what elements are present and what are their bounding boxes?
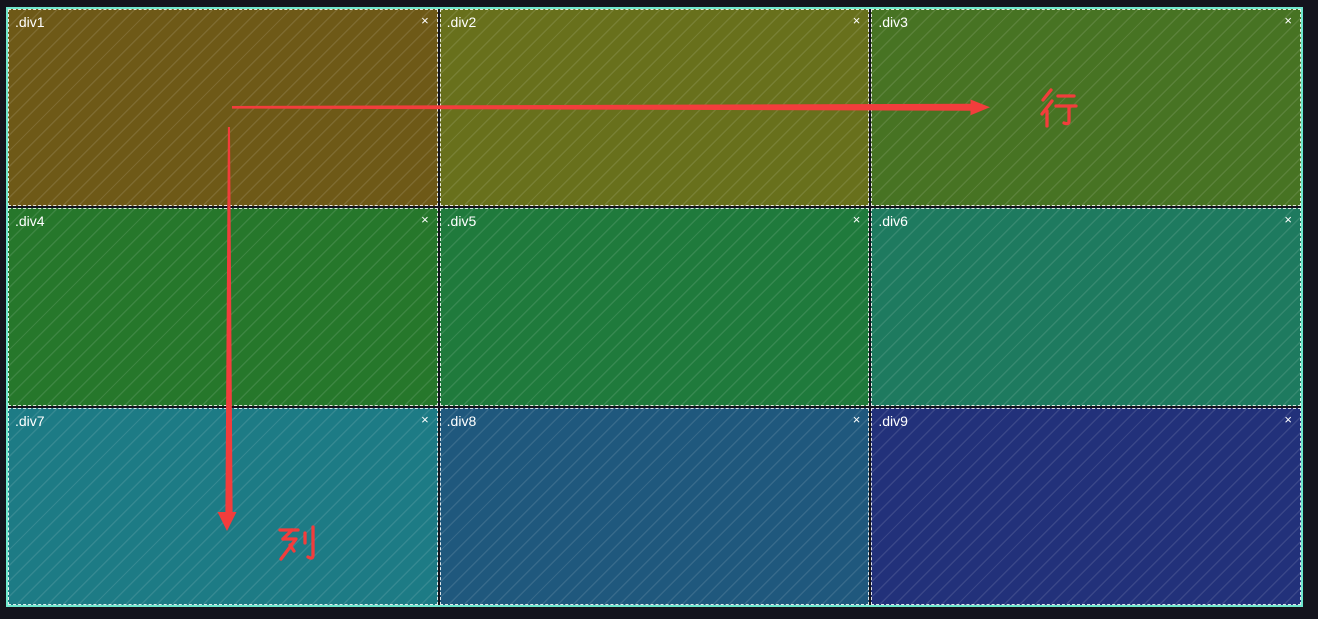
grid-cell: .div8 × (439, 407, 870, 605)
cell-selector-label: .div4 (15, 213, 45, 230)
cell-selector-label: .div5 (446, 213, 477, 230)
cell-selector-label: .div2 (446, 14, 477, 30)
close-icon[interactable]: × (1284, 212, 1292, 228)
grid-cell: .div2 × (439, 9, 870, 207)
cell-selector-label: .div3 (878, 14, 908, 30)
cell-selector-label: .div6 (878, 213, 908, 230)
close-icon[interactable]: × (852, 411, 861, 427)
grid-cell: .div1 × (8, 9, 438, 207)
close-icon[interactable]: × (421, 13, 429, 28)
grid-cell: .div9 × (871, 407, 1301, 605)
cell-selector-label: .div8 (446, 412, 477, 429)
grid-cell: .div6 × (871, 208, 1301, 406)
close-icon[interactable]: × (852, 212, 861, 228)
cell-selector-label: .div1 (15, 14, 45, 30)
close-icon[interactable]: × (1284, 411, 1292, 427)
css-grid-container: .div1 × .div2 × .div3 × .div4 × .div5 × … (6, 7, 1303, 607)
close-icon[interactable]: × (421, 411, 429, 427)
close-icon[interactable]: × (421, 212, 429, 228)
grid-cell: .div7 × (8, 407, 438, 605)
close-icon[interactable]: × (1284, 13, 1292, 28)
grid-cell: .div4 × (8, 208, 438, 406)
cell-selector-label: .div9 (878, 412, 908, 429)
grid-cell: .div5 × (439, 208, 870, 406)
cell-selector-label: .div7 (15, 412, 45, 429)
grid-cell: .div3 × (871, 9, 1301, 207)
close-icon[interactable]: × (852, 13, 861, 28)
